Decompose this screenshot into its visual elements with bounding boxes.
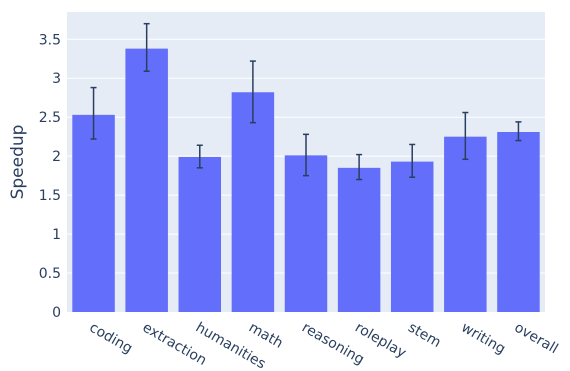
y-axis-tick-labels: 0 0.5 1 1.5 2 2.5 3 3.5 bbox=[39, 32, 61, 321]
y-axis-title: Speedup bbox=[8, 125, 28, 200]
y-tick-label: 2 bbox=[52, 149, 61, 165]
y-tick-label: 0 bbox=[52, 305, 61, 321]
y-tick-label: 2.5 bbox=[39, 110, 61, 126]
y-tick-label: 0.5 bbox=[39, 266, 61, 282]
error-bar-overall bbox=[515, 121, 522, 142]
error-bar-stem bbox=[409, 143, 416, 178]
x-tick-label-writing: writing bbox=[458, 320, 508, 358]
bar-roleplay bbox=[337, 167, 381, 312]
bar-stem bbox=[390, 161, 434, 312]
error-bar-math bbox=[249, 60, 256, 124]
bar-extraction bbox=[125, 48, 168, 312]
error-bar-humanities bbox=[196, 144, 203, 169]
bar-math bbox=[231, 92, 275, 313]
bars bbox=[72, 48, 540, 313]
bar-humanities bbox=[178, 156, 222, 312]
y-tick-label: 3 bbox=[52, 71, 61, 87]
error-bars bbox=[90, 22, 522, 181]
bar-writing bbox=[444, 136, 487, 312]
y-tick-label: 1 bbox=[52, 227, 61, 243]
error-bar-writing bbox=[462, 111, 469, 161]
x-tick-label-stem: stem bbox=[405, 320, 443, 351]
x-tick-label-coding: coding bbox=[87, 320, 136, 357]
error-bar-reasoning bbox=[303, 133, 309, 177]
y-tick-label: 3.5 bbox=[39, 32, 61, 48]
bar-overall bbox=[497, 132, 540, 312]
bar-reasoning bbox=[284, 155, 328, 312]
error-bar-coding bbox=[90, 86, 97, 140]
y-tick-label: 1.5 bbox=[39, 188, 61, 204]
x-tick-label-overall: overall bbox=[511, 320, 560, 358]
error-bar-extraction bbox=[143, 22, 150, 72]
x-tick-label-math: math bbox=[246, 320, 286, 352]
bar-coding bbox=[72, 114, 115, 312]
error-bar-roleplay bbox=[356, 153, 363, 181]
